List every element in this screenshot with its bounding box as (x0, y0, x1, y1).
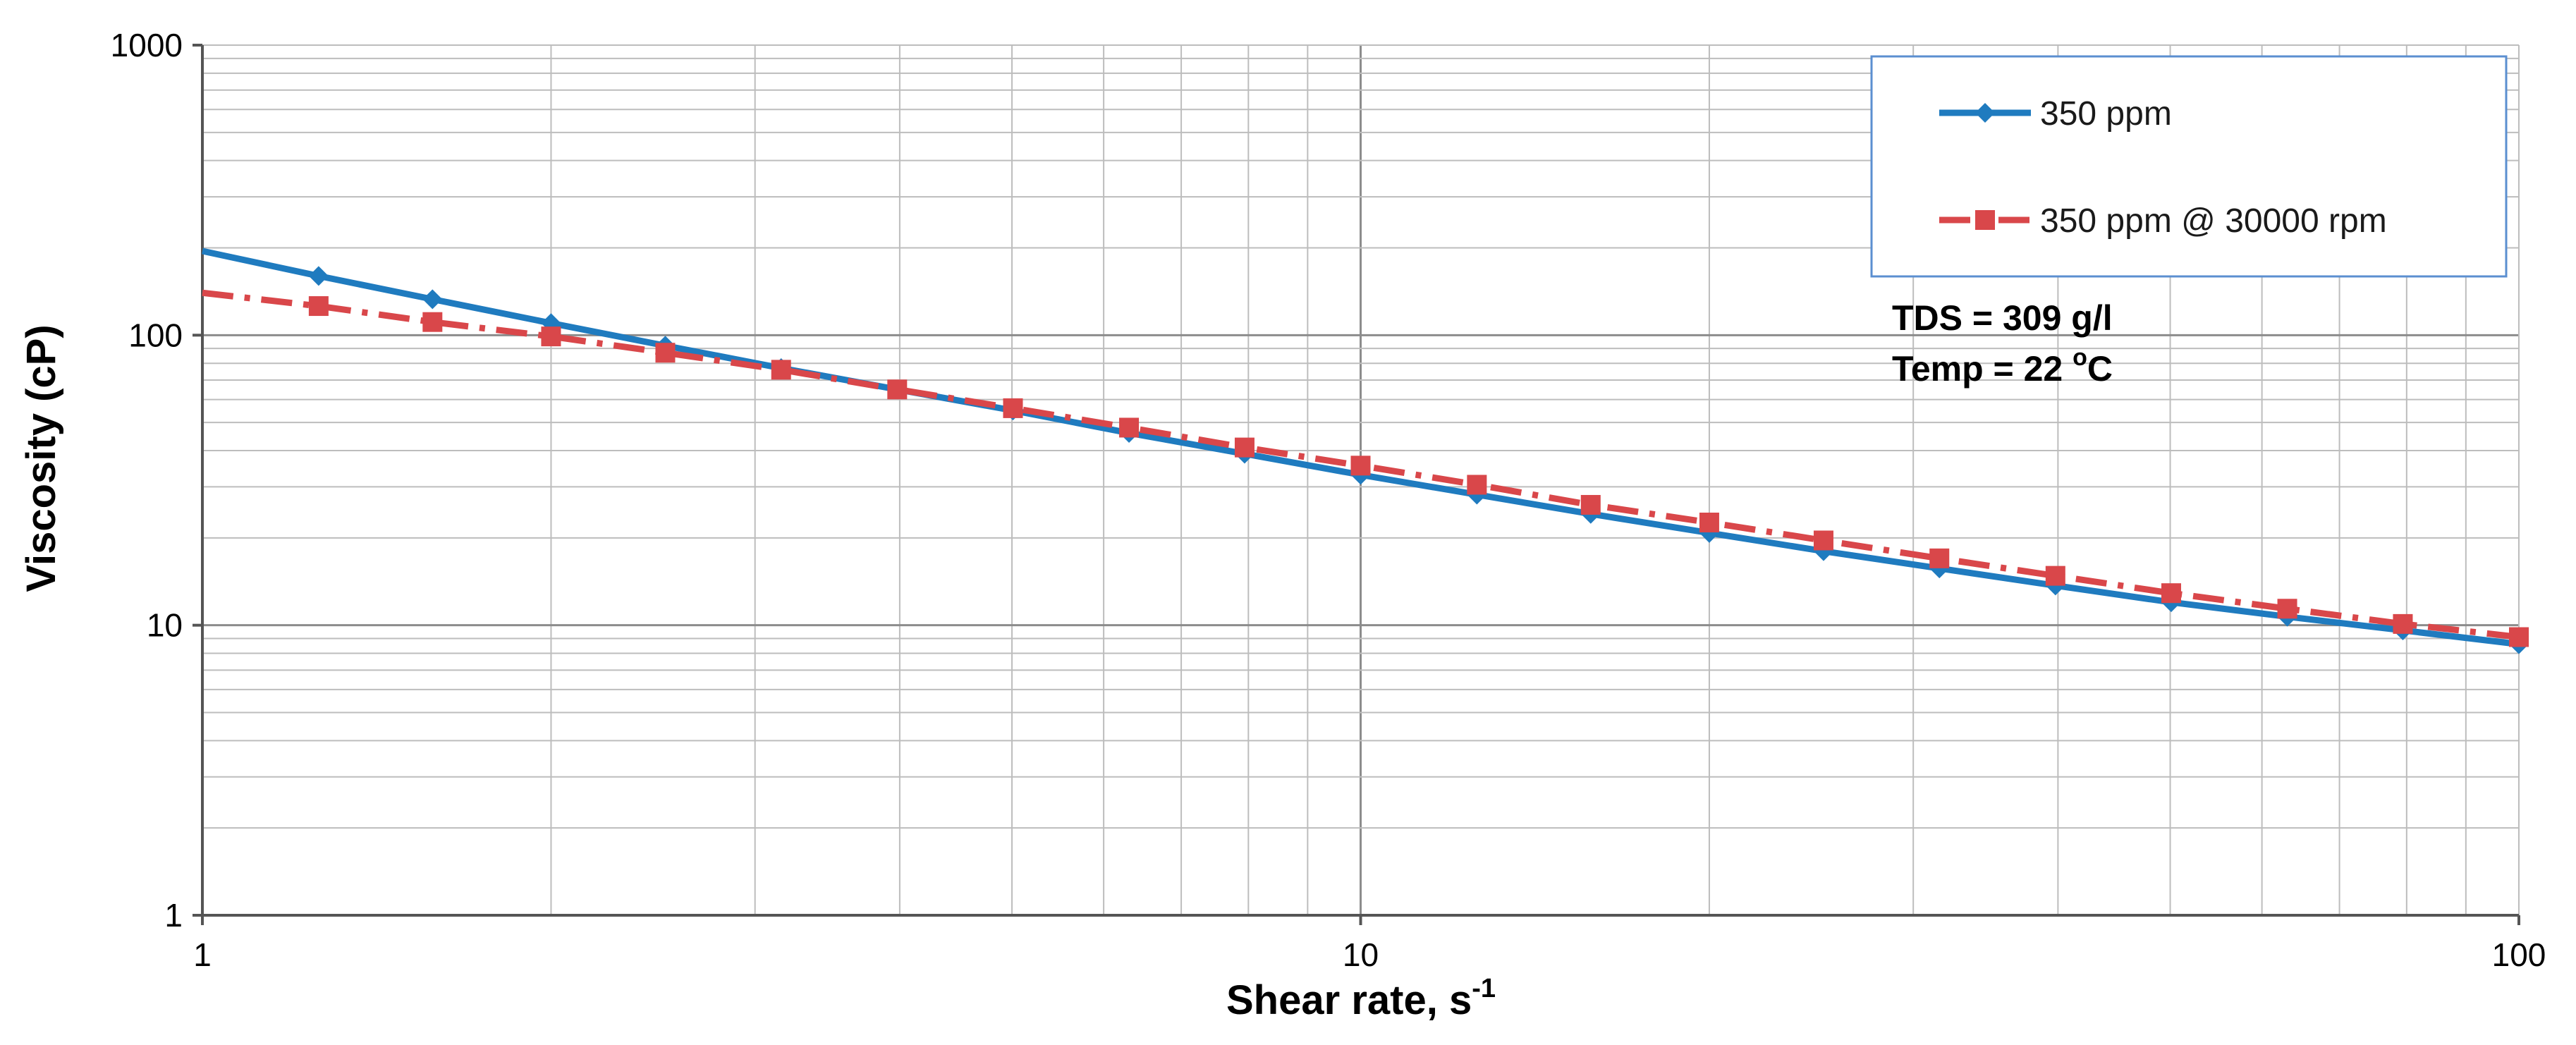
y-tick-label: 1000 (111, 27, 183, 63)
data-point (1234, 437, 1255, 458)
y-tick-label: 100 (128, 317, 183, 353)
data-point (1580, 494, 1601, 515)
data-point (1119, 417, 1140, 438)
data-point (1929, 548, 1950, 568)
data-point (1003, 398, 1023, 418)
y-tick-label: 1 (164, 897, 183, 934)
series-2 (202, 289, 2529, 647)
legend-swatch-marker (1975, 210, 1995, 230)
data-point (2161, 583, 2181, 604)
data-point (2277, 599, 2297, 619)
x-tick-label: 10 (1343, 936, 1379, 973)
data-point (308, 266, 329, 286)
data-point (1467, 475, 1487, 495)
legend: 350 ppm 350 ppm @ 30000 rpm (1870, 55, 2508, 278)
annotations: TDS = 309 g/l Temp = 22 oC (1892, 298, 2113, 389)
legend-swatch-marker (1975, 103, 1995, 123)
legend-label: 350 ppm (2040, 95, 2172, 133)
annotation-temp: Temp = 22 oC (1892, 344, 2113, 389)
legend-entry-2: 350 ppm @ 30000 rpm (1939, 202, 2387, 240)
data-point (887, 379, 908, 400)
data-point (1699, 513, 1719, 533)
legend-label: 350 ppm @ 30000 rpm (2040, 202, 2387, 240)
data-point (1350, 456, 1371, 476)
legend-items: 350 ppm 350 ppm @ 30000 rpm (1939, 95, 2387, 240)
data-point (2393, 613, 2413, 634)
x-axis-title: Shear rate, s-1 (1226, 974, 1496, 1023)
x-tick-labels: 1 10 100 (193, 936, 2546, 973)
data-point (2045, 566, 2065, 586)
data-point (1813, 530, 1833, 551)
data-point (2509, 627, 2529, 647)
data-point (422, 289, 443, 310)
legend-entry-1: 350 ppm (1939, 95, 2172, 133)
annotation-tds: TDS = 309 g/l (1892, 298, 2113, 338)
series-layer (202, 248, 2529, 654)
data-point (422, 312, 443, 332)
legend-box (1870, 55, 2508, 278)
data-point (541, 326, 561, 347)
y-tick-labels: 1 10 100 1000 (111, 27, 183, 934)
x-tick-label: 100 (2492, 936, 2546, 973)
data-point (655, 343, 676, 363)
axes (193, 44, 2520, 925)
data-point (308, 296, 329, 317)
y-axis-title: Viscosity (cP) (18, 324, 64, 592)
y-tick-label: 10 (147, 607, 183, 644)
data-point (771, 360, 791, 380)
x-tick-label: 1 (193, 936, 212, 973)
